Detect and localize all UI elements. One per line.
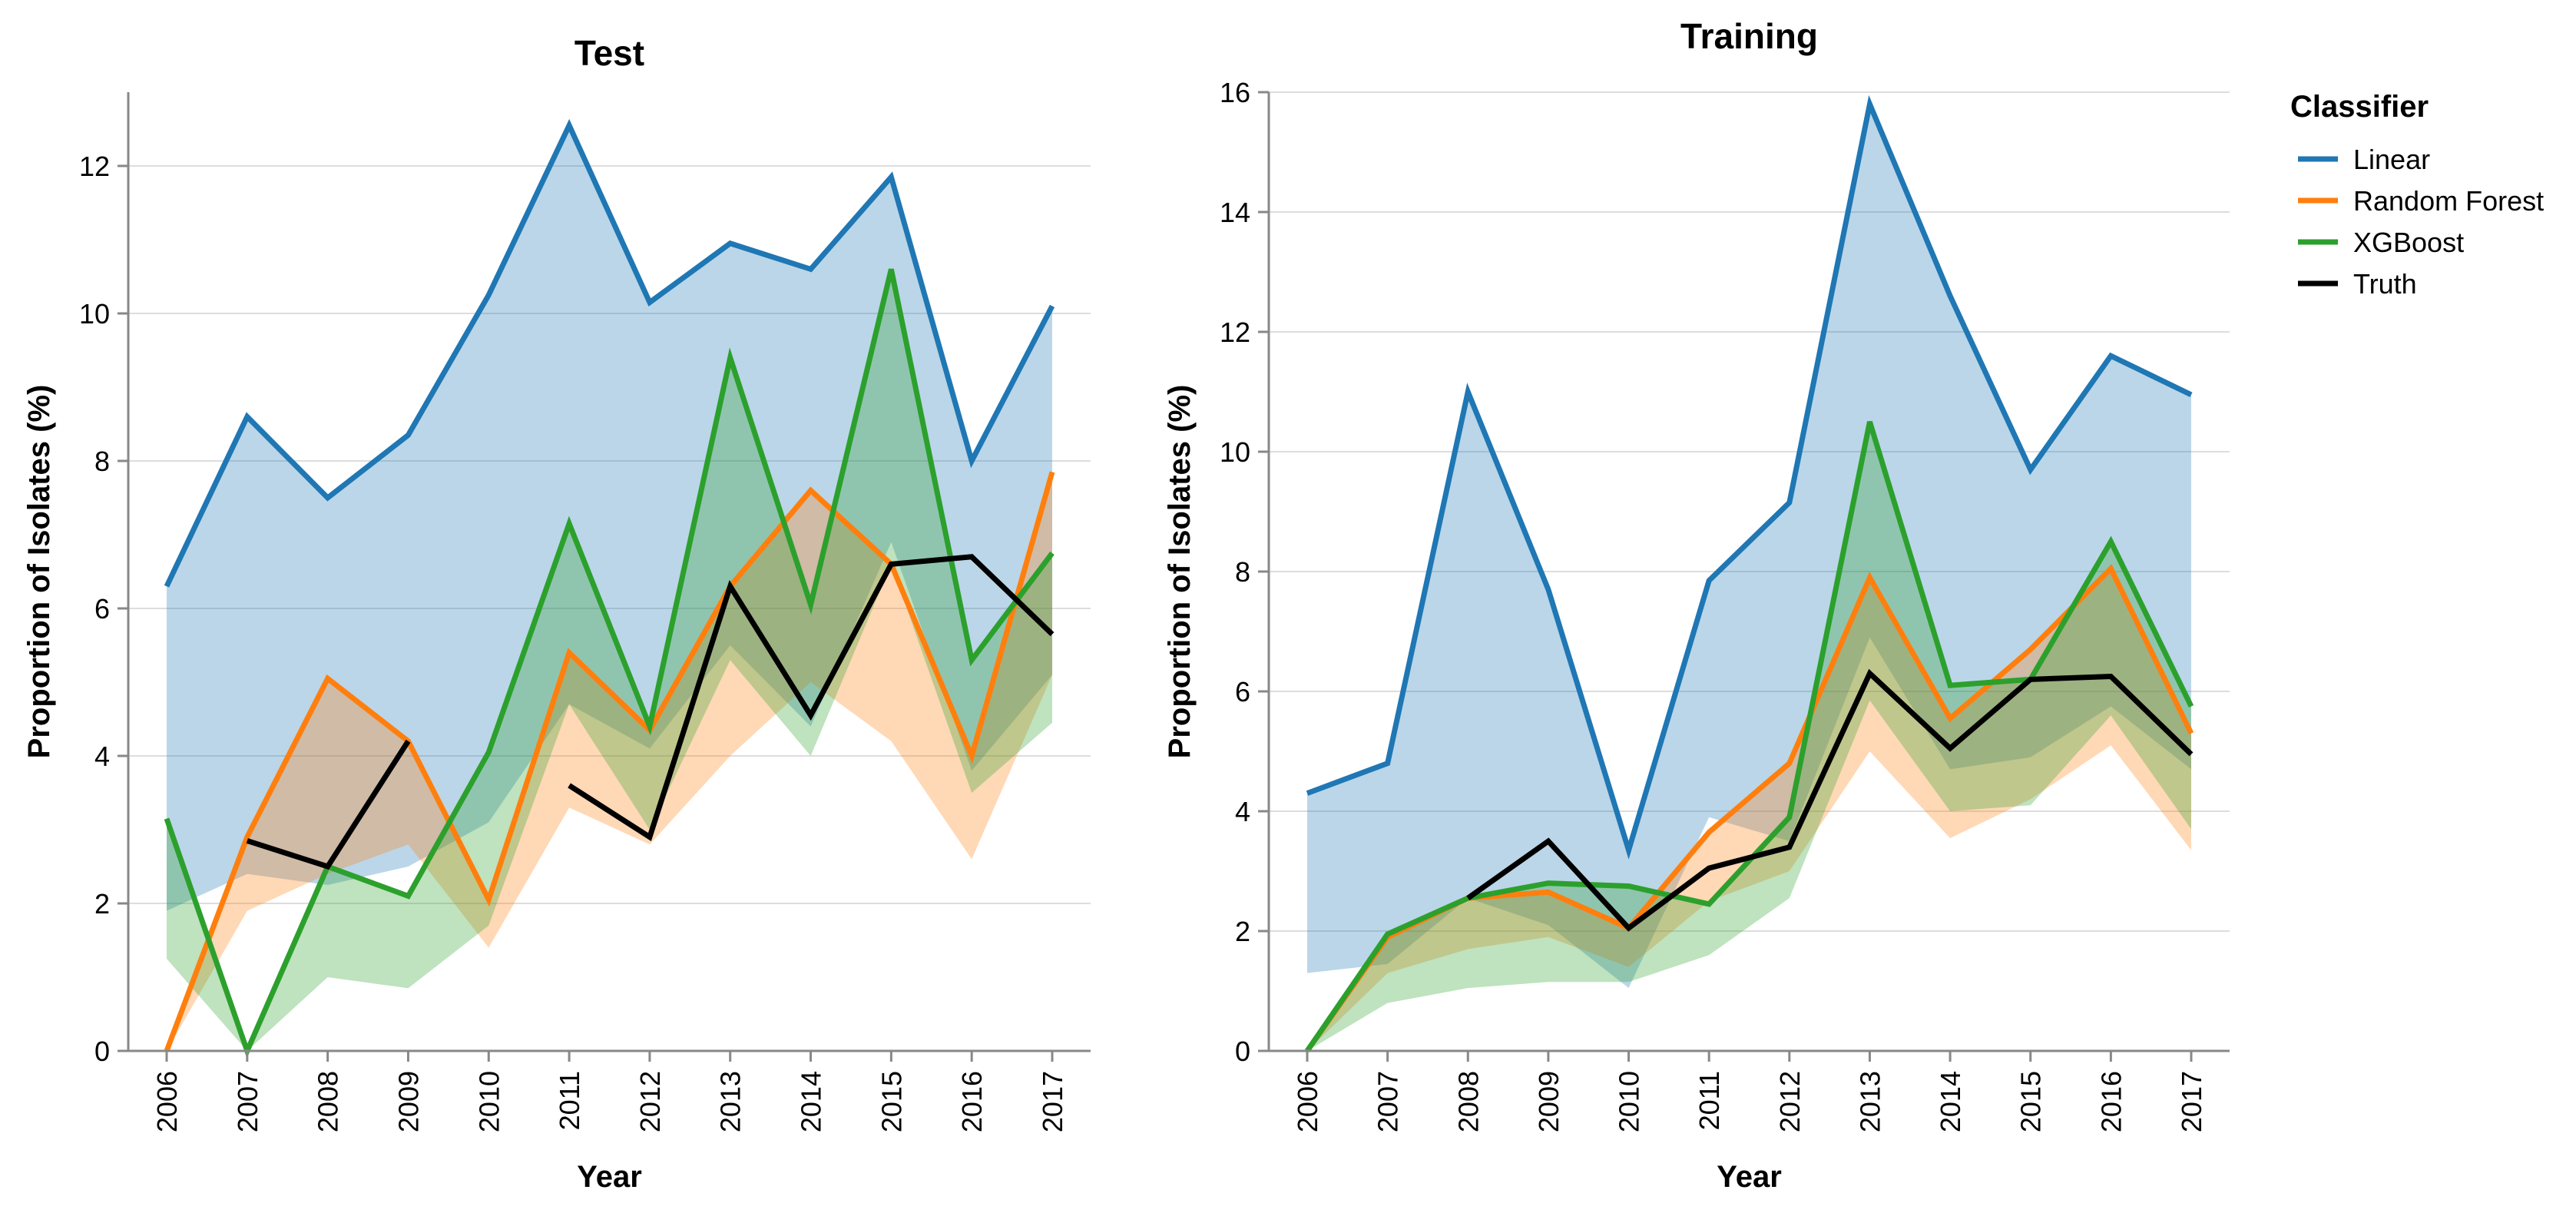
test-x-tick-label: 2016: [956, 1071, 988, 1132]
training-y-tick-label: 14: [1220, 197, 1250, 228]
training-x-tick-label: 2012: [1774, 1071, 1806, 1132]
test-band-random-forest: [167, 472, 1052, 1051]
test-y-tick-label: 0: [94, 1036, 110, 1067]
test-x-tick-label: 2012: [634, 1071, 666, 1132]
training-x-tick-label: 2007: [1372, 1071, 1404, 1132]
test-band-linear: [167, 125, 1052, 911]
test-y-tick-label: 12: [79, 151, 110, 182]
test-title: Test: [574, 33, 644, 73]
training-x-tick-label: 2011: [1694, 1071, 1725, 1130]
training-x-tick-label: 2013: [1854, 1071, 1886, 1132]
test-x-tick-label: 2008: [313, 1071, 344, 1132]
test-x-tick-label: 2014: [796, 1071, 827, 1132]
legend-label-random-forest: Random Forest: [2353, 185, 2544, 217]
test-line-linear: [164, 118, 1055, 588]
test-x-tick-label: 2013: [715, 1071, 747, 1132]
training-panel: 0 2 4 6 8 10 12 14 16 2006 2007 2008 2009 2010 2011 201…: [1163, 16, 2230, 1194]
training-band-random-forest: [1307, 568, 2191, 1051]
test-band-xgboost: [167, 269, 1052, 1051]
test-x-tick-label: 2009: [392, 1071, 424, 1132]
training-x-tick-label: 2016: [2095, 1071, 2127, 1132]
test-y-axis-title: Proportion of Isolates (%): [22, 385, 56, 759]
training-x-tick-label: 2008: [1452, 1071, 1484, 1132]
legend-title: Classifier: [2290, 90, 2429, 124]
training-y-tick-label: 4: [1235, 796, 1250, 827]
test-line-truth: [246, 554, 1055, 870]
training-line-truth: [1466, 668, 2194, 932]
test-y-tick-label: 8: [94, 446, 110, 477]
test-y-tick-label: 10: [79, 298, 110, 330]
test-x-axis-title: Year: [577, 1160, 642, 1194]
training-y-tick-label: 12: [1220, 317, 1250, 348]
training-x-axis-title: Year: [1717, 1160, 1782, 1194]
training-line-linear: [1306, 94, 2193, 860]
training-x-tick-label: 2006: [1292, 1071, 1323, 1132]
training-y-tick-label: 16: [1220, 77, 1250, 108]
training-y-tick-label: 6: [1235, 676, 1250, 708]
training-x-tick-label: 2015: [2015, 1071, 2047, 1132]
test-x-tick-label: 2017: [1037, 1071, 1068, 1132]
training-band-linear: [1307, 104, 2191, 989]
training-x-tick-label: 2010: [1614, 1071, 1645, 1132]
test-x-tick-label: 2006: [151, 1071, 183, 1132]
legend-label-truth: Truth: [2353, 268, 2417, 300]
training-y-tick-label: 0: [1235, 1036, 1250, 1067]
legend-label-xgboost: XGBoost: [2353, 227, 2464, 258]
test-panel: 0 2 4 6 8 10 12 2006 2007 2008 2009 2010 2011 2012 201…: [22, 33, 1091, 1194]
training-x-tick-label: 2014: [1935, 1071, 1966, 1132]
training-y-tick-label: 10: [1220, 436, 1250, 468]
training-y-tick-label: 8: [1235, 556, 1250, 588]
training-x-tick-label: 2009: [1533, 1071, 1564, 1132]
test-y-tick-label: 4: [94, 741, 110, 772]
test-y-tick-label: 2: [94, 888, 110, 920]
training-x-tick-label: 2017: [2176, 1071, 2207, 1132]
test-y-tick-label: 6: [94, 593, 110, 625]
legend-label-linear: Linear: [2353, 144, 2430, 175]
legend: Classifier Linear Random Forest XGBoost Trut…: [2290, 90, 2544, 300]
training-y-axis-title: Proportion of Isolates (%): [1163, 385, 1197, 759]
training-line-xgboost: [1305, 420, 2194, 1052]
test-x-tick-label: 2007: [232, 1071, 263, 1132]
test-line-random-forest: [164, 471, 1055, 1052]
training-title: Training: [1680, 16, 1818, 56]
test-line-xgboost: [164, 268, 1055, 1059]
training-y-tick-label: 2: [1235, 916, 1250, 947]
test-x-tick-label: 2010: [473, 1071, 505, 1132]
test-x-tick-label: 2011: [554, 1071, 585, 1130]
test-x-tick-label: 2015: [876, 1071, 907, 1132]
